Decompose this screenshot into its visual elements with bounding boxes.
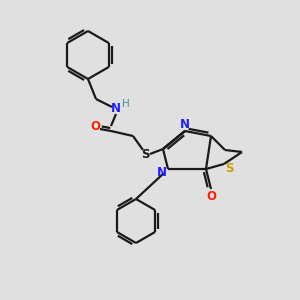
Text: N: N [157, 167, 167, 179]
Text: H: H [122, 99, 130, 109]
Text: S: S [141, 148, 149, 160]
Text: N: N [180, 118, 190, 131]
Text: O: O [206, 190, 216, 203]
Text: S: S [225, 161, 233, 175]
Text: N: N [111, 103, 121, 116]
Text: O: O [90, 119, 100, 133]
